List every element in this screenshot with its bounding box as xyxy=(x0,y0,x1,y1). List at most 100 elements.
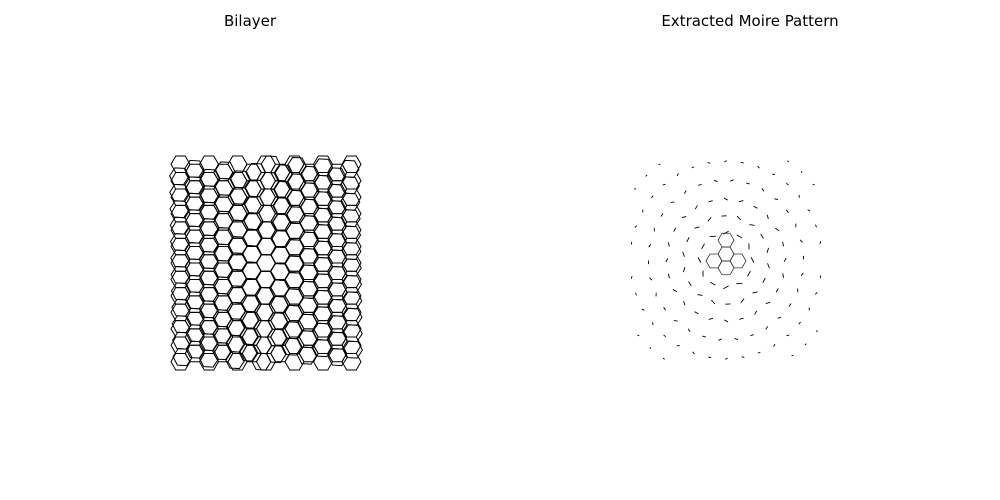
moire-edge-fragment xyxy=(709,281,716,286)
hexagon-cell xyxy=(285,222,306,241)
moire-edge-fragment xyxy=(723,319,729,323)
hexagon-cell xyxy=(312,339,333,358)
moire-edge-fragment xyxy=(707,161,711,164)
moire-edge-fragment xyxy=(723,230,729,235)
moire-edge-fragment xyxy=(697,257,702,263)
hexagon-cell xyxy=(342,340,363,359)
moire-edge-fragment xyxy=(663,307,667,311)
moire-edge-fragment xyxy=(812,183,815,186)
moire-edge-fragment xyxy=(765,326,768,330)
moire-edge-fragment xyxy=(750,257,755,263)
moire-edge-fragment xyxy=(672,289,677,293)
moire-edge-fragment xyxy=(786,334,790,337)
moire-edge-fragment xyxy=(670,201,675,204)
moire-edge-fragment xyxy=(750,334,754,337)
moire-edge-fragment xyxy=(713,179,718,182)
top-layer xyxy=(169,155,363,371)
hexagon-cell xyxy=(313,158,334,177)
moire-edge-fragment xyxy=(767,263,770,269)
moire-edge-fragment xyxy=(760,233,764,239)
moire-edge-fragment xyxy=(798,194,800,198)
bilayer-panel: Bilayer xyxy=(169,12,363,371)
moire-edge-fragment xyxy=(684,190,687,194)
moire-edge-fragment xyxy=(683,300,686,306)
hexagon-cell xyxy=(296,346,317,365)
central-hexagon xyxy=(717,260,735,276)
moire-edge-fragment xyxy=(799,239,803,243)
moire-edge-fragment xyxy=(798,321,801,325)
moire-edge-fragment xyxy=(766,247,769,254)
moire-edge-fragment xyxy=(804,343,807,346)
moire-edge-fragment xyxy=(723,285,729,290)
moire-edge-fragment xyxy=(788,303,792,307)
moire-edge-fragment xyxy=(698,183,702,186)
moire-edge-fragment xyxy=(740,298,745,304)
hexagon-cell xyxy=(273,164,294,183)
hexagon-cell xyxy=(198,349,219,368)
bilayer-title: Bilayer xyxy=(223,12,277,30)
moire-edge-fragment xyxy=(783,257,787,263)
moire-edge-fragment xyxy=(688,281,692,287)
moire-edge-fragment xyxy=(665,257,669,263)
moire-edge-fragment xyxy=(682,251,685,257)
moire-edge-fragment xyxy=(724,160,728,163)
hexagon-cell xyxy=(271,230,292,249)
moire-fragments xyxy=(630,160,822,360)
hexagon-cell xyxy=(198,300,219,319)
moire-edge-fragment xyxy=(697,294,703,296)
moire-edge-fragment xyxy=(711,299,716,305)
moire-edge-fragment xyxy=(648,243,652,248)
hexagon-cell xyxy=(313,191,334,210)
moire-edge-fragment xyxy=(651,195,654,199)
moire-edge-fragment xyxy=(747,270,751,277)
moire-edge-fragment xyxy=(761,188,765,192)
moire-edge-fragment xyxy=(694,226,700,229)
moire-edge-fragment xyxy=(676,173,679,177)
moire-edge-fragment xyxy=(652,322,654,326)
moire-edge-fragment xyxy=(757,351,761,354)
moire-edge-fragment xyxy=(694,205,698,210)
moire-edge-fragment xyxy=(641,308,645,311)
moire-edge-fragment xyxy=(754,310,758,315)
moire-edge-fragment xyxy=(815,224,817,228)
moire-panel: Extracted Moire Pattern xyxy=(500,0,1000,500)
moire-edge-fragment xyxy=(775,227,780,231)
moire-edge-fragment xyxy=(635,292,637,296)
moire-pattern-plot xyxy=(630,160,822,360)
moire-title: Extracted Moire Pattern xyxy=(661,12,839,30)
hexagon-cell xyxy=(240,294,261,313)
moire-edge-fragment xyxy=(775,288,779,293)
moire-edge-fragment xyxy=(765,301,771,305)
moire-edge-fragment xyxy=(807,209,811,212)
bilayer-lattice-plot xyxy=(169,155,363,371)
hexagon-cell xyxy=(285,206,306,225)
moire-edge-fragment xyxy=(649,346,652,350)
moire-edge-fragment xyxy=(708,317,714,320)
hexagon-cell xyxy=(198,333,219,352)
hexagon-cell xyxy=(171,315,192,334)
moire-edge-fragment xyxy=(686,237,690,243)
moire-edge-fragment xyxy=(786,182,789,186)
hexagon-cell xyxy=(313,174,334,193)
moire-edge-fragment xyxy=(777,316,782,319)
moire-edge-fragment xyxy=(739,317,744,320)
moire-edge-fragment xyxy=(681,215,687,219)
moire-edge-fragment xyxy=(814,292,818,295)
moire-edge-fragment xyxy=(734,338,739,341)
moire-edge-fragment xyxy=(782,273,785,278)
moire-edge-fragment xyxy=(637,334,640,337)
moire-edge-fragment xyxy=(687,328,691,332)
moire-edge-fragment xyxy=(683,266,686,273)
moire-edge-fragment xyxy=(752,291,758,294)
bottom-layer xyxy=(170,155,362,371)
central-hexagon xyxy=(717,232,735,248)
hexagon-cell xyxy=(172,348,193,367)
moire-edge-fragment xyxy=(694,311,699,315)
moire-edge-fragment xyxy=(785,209,789,213)
moire-edge-fragment xyxy=(762,277,766,283)
hexagon-cell xyxy=(341,353,362,371)
moire-edge-fragment xyxy=(630,276,633,279)
moire-edge-fragment xyxy=(774,198,779,200)
moire-edge-fragment xyxy=(692,351,695,355)
